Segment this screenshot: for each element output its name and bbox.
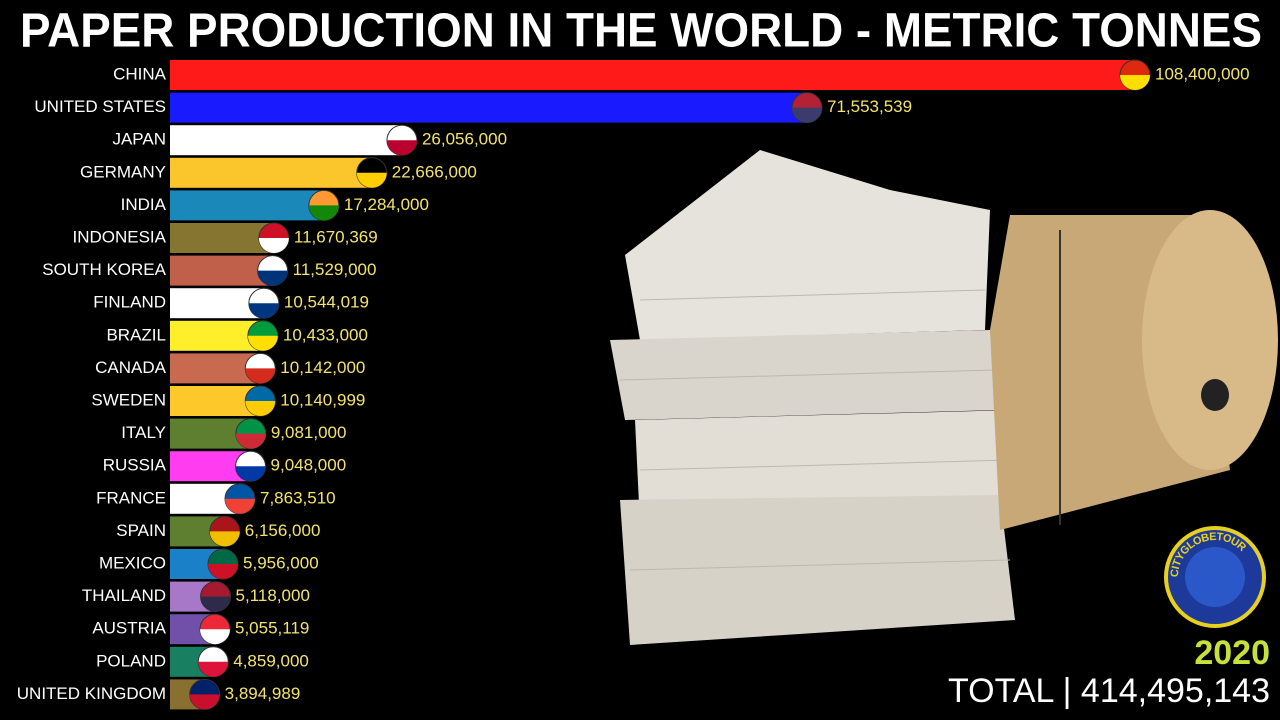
category-label: BRAZIL	[106, 325, 166, 344]
value-label: 10,140,999	[280, 390, 365, 409]
category-label: CANADA	[95, 358, 167, 377]
flag-icon-part	[1120, 75, 1150, 90]
flag-icon-part	[258, 238, 289, 254]
flag-icon-part	[248, 303, 279, 319]
flag-icon-part	[235, 466, 266, 482]
category-label: JAPAN	[112, 130, 166, 149]
flag-icon-part	[225, 498, 256, 514]
bar	[170, 60, 1135, 90]
bar	[170, 92, 807, 123]
category-label: THAILAND	[82, 586, 166, 605]
value-label: 26,056,000	[422, 130, 507, 149]
flag-icon-part	[386, 140, 417, 156]
bar	[170, 190, 324, 221]
category-label: POLAND	[96, 651, 166, 670]
category-label: SWEDEN	[91, 390, 166, 409]
value-label: 11,529,000	[293, 260, 377, 279]
category-label: ITALY	[121, 423, 166, 442]
category-label: SPAIN	[116, 521, 166, 540]
value-label: 11,670,369	[294, 227, 378, 246]
category-label: FINLAND	[93, 293, 166, 312]
flag-icon-part	[235, 433, 266, 449]
category-label: SOUTH KOREA	[42, 260, 166, 279]
flag-icon-part	[308, 205, 339, 221]
flag-icon-part	[209, 531, 240, 547]
category-label: FRANCE	[96, 488, 166, 507]
value-label: 10,433,000	[283, 325, 368, 344]
value-label: 3,894,989	[225, 684, 301, 703]
value-label: 7,863,510	[260, 488, 336, 507]
value-label: 5,956,000	[243, 553, 319, 572]
flag-icon-part	[245, 368, 276, 384]
value-label: 6,156,000	[245, 521, 321, 540]
value-label: 5,118,000	[236, 586, 310, 605]
value-label: 108,400,000	[1155, 64, 1250, 83]
value-label: 10,142,000	[280, 358, 365, 377]
chart-title: PAPER PRODUCTION IN THE WORLD - METRIC T…	[20, 5, 1262, 58]
value-label: 17,284,000	[344, 195, 429, 214]
bar	[170, 125, 402, 156]
flag-icon-part	[200, 596, 231, 612]
value-label: 9,081,000	[271, 423, 347, 442]
flag-icon-part	[189, 694, 220, 710]
category-label: MEXICO	[99, 553, 166, 572]
total-label: TOTAL | 414,495,143	[948, 672, 1270, 710]
value-label: 4,859,000	[233, 651, 309, 670]
value-label: 5,055,119	[235, 619, 309, 638]
bar	[170, 157, 372, 188]
flag-icon-part	[200, 629, 231, 645]
flag-icon-part	[198, 661, 229, 677]
paper-roll-image	[990, 210, 1278, 530]
value-label: 10,544,019	[284, 293, 369, 312]
flag-icon-part	[208, 564, 239, 580]
year-label: 2020	[1194, 634, 1270, 672]
category-label: GERMANY	[80, 162, 166, 181]
value-label: 9,048,000	[271, 456, 347, 475]
bar	[170, 223, 274, 253]
category-label: INDONESIA	[72, 227, 166, 246]
value-label: 71,553,539	[827, 97, 912, 116]
category-label: INDIA	[121, 195, 167, 214]
category-label: CHINA	[113, 64, 167, 83]
bar	[170, 288, 264, 319]
flag-icon-part	[791, 107, 822, 123]
flag-icon-part	[356, 172, 387, 188]
category-label: RUSSIA	[103, 456, 167, 475]
value-label: 22,666,000	[392, 162, 477, 181]
category-label: UNITED KINGDOM	[17, 684, 166, 703]
category-label: UNITED STATES	[34, 97, 166, 116]
bar	[170, 255, 273, 286]
flag-icon-part	[245, 401, 276, 417]
flag-icon-part	[257, 270, 288, 286]
flag-icon-part	[247, 335, 278, 351]
category-label: AUSTRIA	[92, 619, 166, 638]
logo: CITYGLOBETOUR	[1164, 526, 1266, 628]
paper-stack-image	[610, 150, 1015, 645]
